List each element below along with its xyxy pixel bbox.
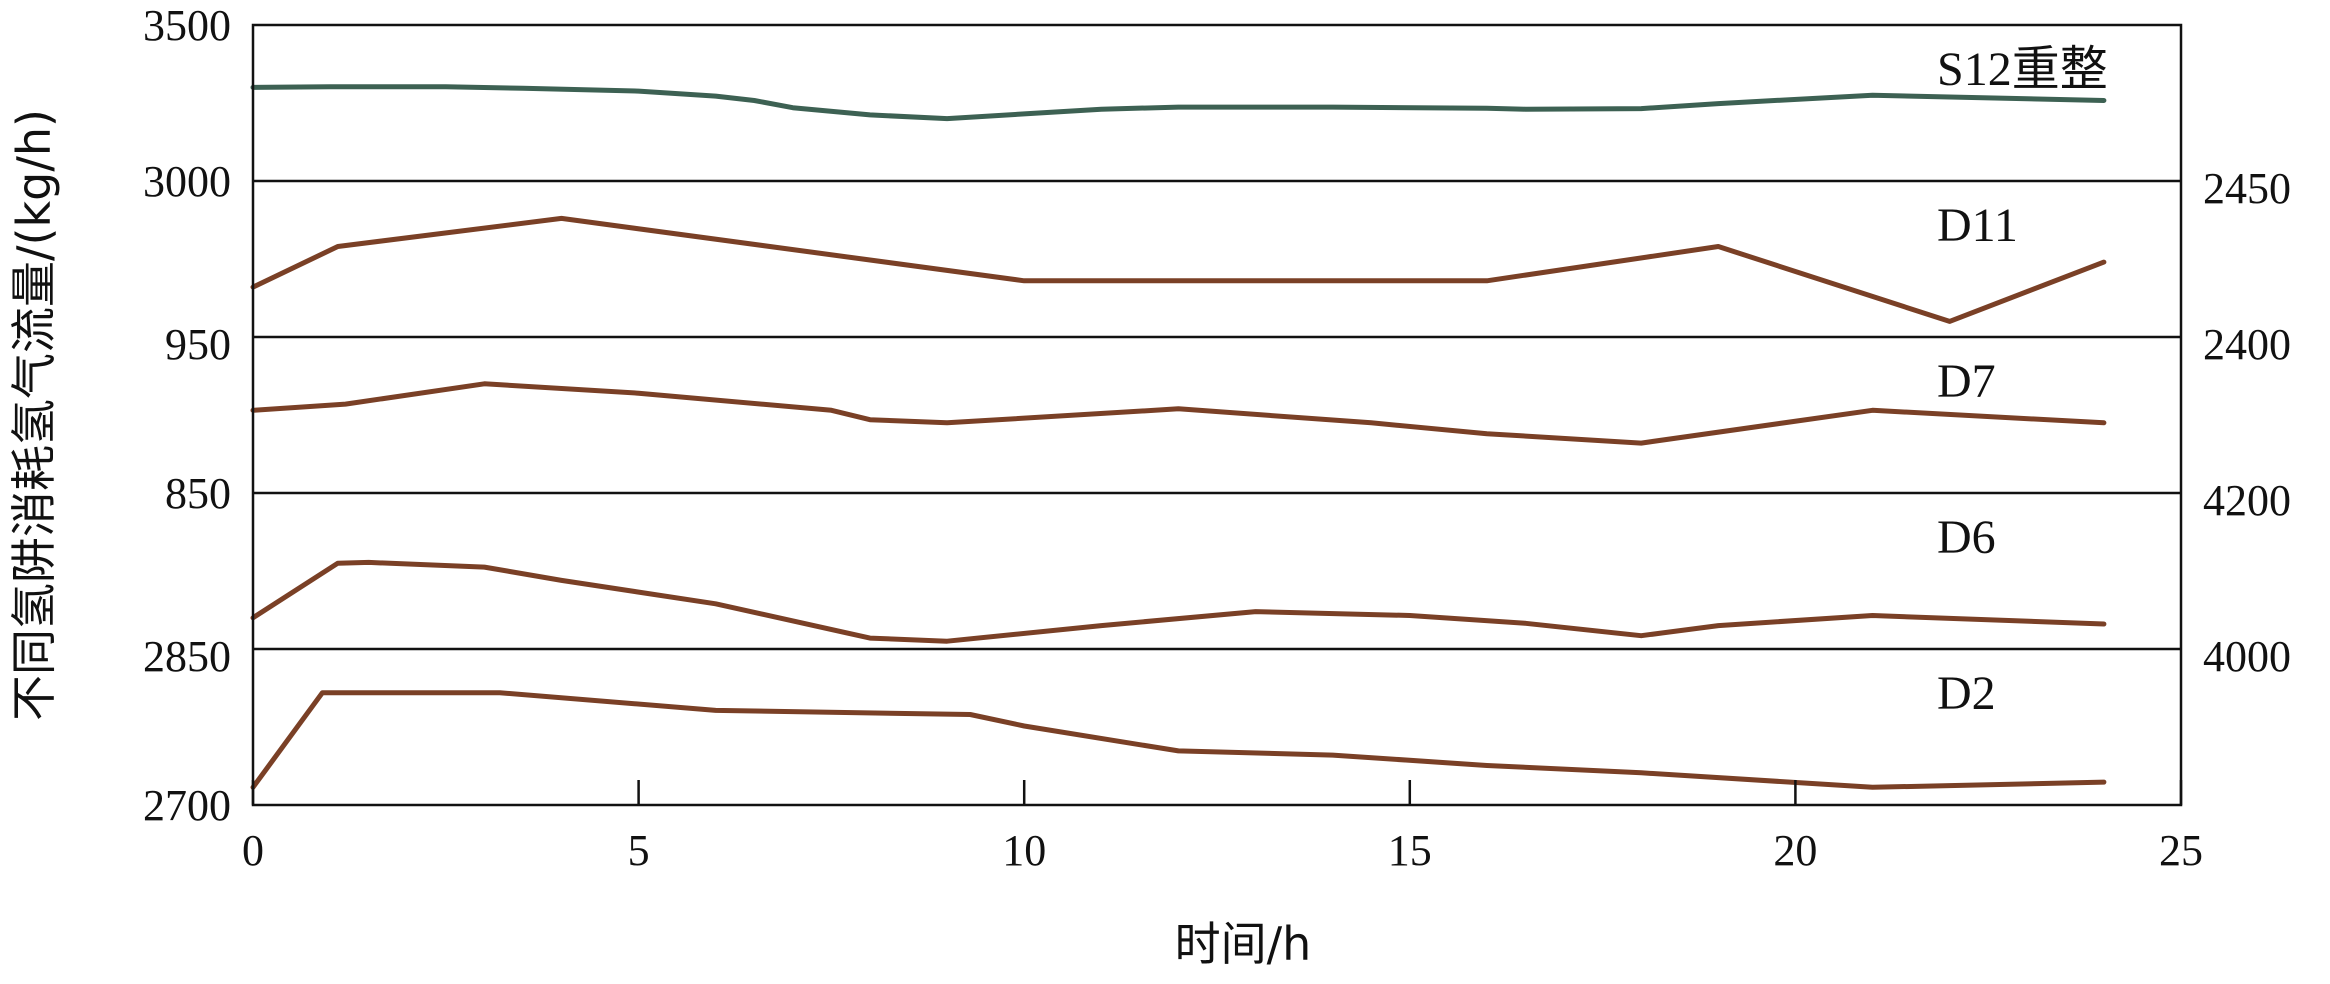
y-tick-label: 2450 — [2203, 164, 2291, 213]
x-tick-label: 15 — [1388, 826, 1432, 875]
plot-frame — [251, 23, 2183, 807]
y-tick-label: 3000 — [143, 157, 231, 206]
series-label: D11 — [1937, 199, 2018, 252]
y-tick-label: 850 — [165, 469, 231, 518]
y-tick-label: 2850 — [143, 632, 231, 681]
x-axis-title: 时间/h — [1175, 917, 1312, 971]
y-axis-title: 不同氢阱消耗氢气流量/(kg/h) — [7, 109, 61, 721]
series-names: S12重整 D11 D7 D6 D2 — [1937, 43, 2108, 720]
series-label: D2 — [1937, 667, 1996, 720]
y-tick-label: 950 — [165, 320, 231, 369]
panel-dividers — [253, 179, 2181, 651]
series-line — [250, 215, 2107, 324]
series-label: D7 — [1937, 355, 1996, 408]
y-tick-label: 2400 — [2203, 320, 2291, 369]
series-lines — [250, 84, 2107, 790]
x-tick-label: 25 — [2159, 826, 2203, 875]
x-tick-label: 10 — [1002, 826, 1046, 875]
x-tick-label: 0 — [242, 826, 264, 875]
series-line — [250, 84, 2107, 122]
y-tick-label: 4200 — [2203, 476, 2291, 525]
x-tick-label: 5 — [628, 826, 650, 875]
series-label: D6 — [1937, 511, 1996, 564]
series-label: S12重整 — [1937, 43, 2108, 96]
series-line — [250, 559, 2107, 644]
y-tick-label: 2700 — [143, 781, 231, 830]
y-axis-tick-labels: 3500 3000 2450 2400 950 850 4200 4000 2850 2700 — [143, 1, 2291, 830]
y-tick-label: 3500 — [143, 1, 231, 50]
series-line — [250, 381, 2107, 446]
series-line — [250, 690, 2107, 790]
y-tick-label: 4000 — [2203, 632, 2291, 681]
x-tick-label: 20 — [1773, 826, 1817, 875]
